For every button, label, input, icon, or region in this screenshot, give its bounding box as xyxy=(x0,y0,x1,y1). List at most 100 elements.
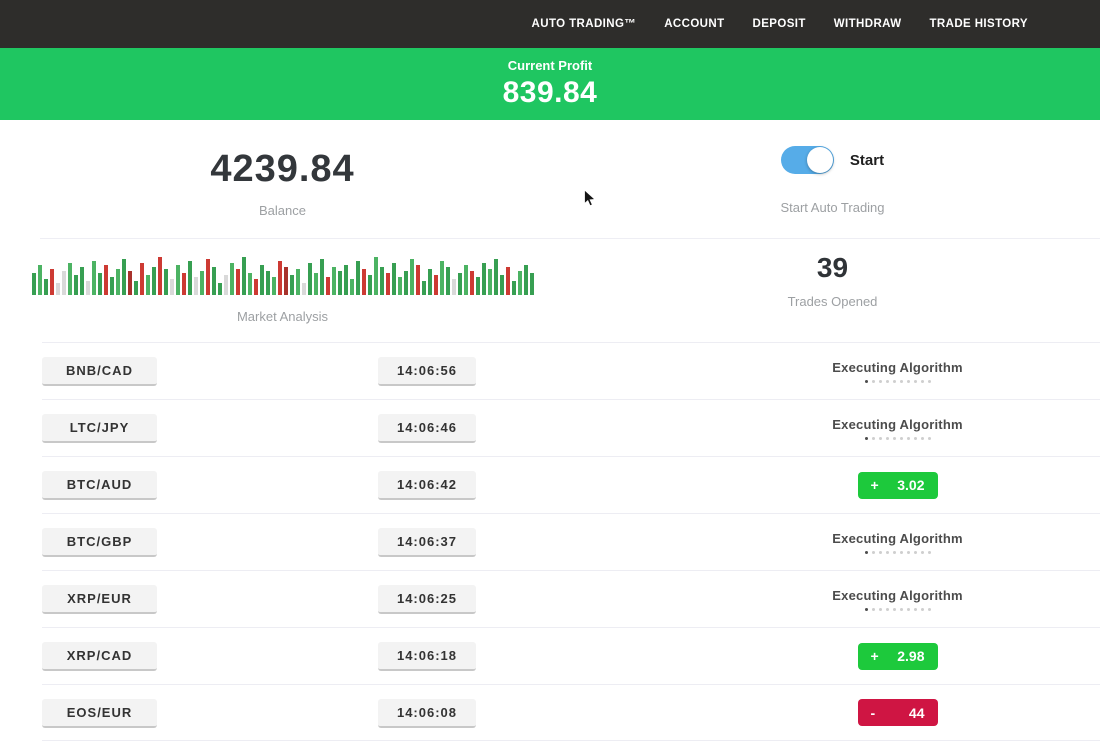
market-bar xyxy=(403,271,408,295)
market-analysis-cell: Market Analysis xyxy=(0,239,565,342)
progress-dot xyxy=(899,550,903,554)
market-bar xyxy=(61,271,66,295)
profit-badge: +3.02 xyxy=(857,471,938,499)
trade-list: BNB/CAD 14:06:56 Executing Algorithm LTC… xyxy=(42,342,1100,741)
loss-badge: - 44 xyxy=(857,699,938,726)
market-bar xyxy=(103,265,108,295)
market-bar xyxy=(163,269,168,295)
auto-trading-toggle[interactable] xyxy=(780,146,834,174)
market-bar xyxy=(193,277,198,295)
nav-auto-trading[interactable]: AUTO TRADING™ xyxy=(531,18,637,30)
pair-chip: LTC/JPY xyxy=(42,414,157,443)
time-chip: 14:06:25 xyxy=(378,585,476,614)
market-bar xyxy=(181,273,186,295)
nav-trade-history[interactable]: TRADE HISTORY xyxy=(929,18,1028,30)
market-bar xyxy=(169,279,174,295)
market-bar xyxy=(517,271,522,295)
trade-status: +3.02 xyxy=(800,457,995,513)
market-bar xyxy=(511,281,516,295)
market-bar xyxy=(355,261,360,295)
nav-account[interactable]: ACCOUNT xyxy=(664,18,725,30)
trades-opened-cell: 39 Trades Opened xyxy=(565,239,1100,342)
market-bar xyxy=(127,271,132,295)
market-bar xyxy=(343,265,348,295)
progress-dot xyxy=(899,379,903,383)
pair-chip: BTC/GBP xyxy=(42,528,157,557)
pair-chip: EOS/EUR xyxy=(42,699,157,728)
progress-dot xyxy=(906,379,910,383)
trade-row: XRP/CAD 14:06:18 +2.98 xyxy=(42,627,1100,684)
market-bar xyxy=(295,269,300,295)
market-bar xyxy=(211,267,216,295)
market-bar xyxy=(253,279,258,295)
market-bar xyxy=(451,279,456,295)
progress-dots xyxy=(864,550,931,554)
start-auto-trading-label: Start Auto Trading xyxy=(780,200,885,215)
trades-opened-value: 39 xyxy=(816,252,849,283)
progress-dot xyxy=(899,607,903,611)
market-bar xyxy=(391,263,396,295)
nav-deposit[interactable]: DEPOSIT xyxy=(752,18,806,30)
progress-dot xyxy=(871,607,875,611)
market-bar xyxy=(457,273,462,295)
market-bar xyxy=(385,273,390,295)
progress-dot xyxy=(920,550,924,554)
market-bar xyxy=(79,267,84,295)
market-bar xyxy=(241,257,246,295)
trade-row: EOS/EUR 14:06:08 - 44 xyxy=(42,684,1100,741)
market-bar xyxy=(481,263,486,295)
trade-status: Executing Algorithm xyxy=(800,343,995,399)
toggle-start-label: Start xyxy=(849,151,885,169)
market-analysis-chart xyxy=(31,255,534,295)
market-bar xyxy=(139,263,144,295)
badge-sign: + xyxy=(870,477,879,493)
market-bar xyxy=(463,265,468,295)
market-bar xyxy=(133,281,138,295)
market-analysis-label: Market Analysis xyxy=(236,309,329,324)
market-bar xyxy=(289,275,294,295)
market-bar xyxy=(271,277,276,295)
executing-algorithm-label: Executing Algorithm xyxy=(832,416,963,432)
progress-dot xyxy=(864,607,868,611)
badge-value: 2.98 xyxy=(897,648,925,664)
progress-dot xyxy=(913,607,917,611)
time-chip: 14:06:46 xyxy=(378,414,476,443)
badge-value: 44 xyxy=(908,704,925,721)
progress-dot xyxy=(885,379,889,383)
progress-dot xyxy=(927,550,931,554)
trade-status: Executing Algorithm xyxy=(800,400,995,456)
top-navbar: AUTO TRADING™ ACCOUNT DEPOSIT WITHDRAW T… xyxy=(0,0,1100,48)
market-bar xyxy=(373,257,378,295)
market-bar xyxy=(259,265,264,295)
market-bar xyxy=(175,265,180,295)
time-chip: 14:06:42 xyxy=(378,471,476,500)
market-bar xyxy=(247,273,252,295)
market-bar xyxy=(349,279,354,295)
badge-sign: + xyxy=(870,648,879,664)
pair-chip: BTC/AUD xyxy=(42,471,157,500)
progress-dot xyxy=(913,379,917,383)
stats-row-top: 4239.84 Balance Start Start Auto Trading xyxy=(0,120,1100,238)
progress-dot xyxy=(864,436,868,440)
progress-dot xyxy=(927,607,931,611)
market-bar xyxy=(43,279,48,295)
progress-dot xyxy=(871,550,875,554)
progress-dot xyxy=(892,550,896,554)
progress-dot xyxy=(878,379,882,383)
market-bar xyxy=(67,263,72,295)
market-bar xyxy=(325,277,330,295)
trades-opened-label: Trades Opened xyxy=(787,294,878,309)
market-bar xyxy=(361,269,366,295)
balance-cell: 4239.84 Balance xyxy=(0,120,565,238)
market-bar xyxy=(199,271,204,295)
progress-dot xyxy=(920,607,924,611)
market-bar xyxy=(145,275,150,295)
time-chip: 14:06:37 xyxy=(378,528,476,557)
progress-dot xyxy=(878,436,882,440)
nav-withdraw[interactable]: WITHDRAW xyxy=(833,18,902,30)
market-bar xyxy=(277,261,282,295)
market-bar xyxy=(235,269,240,295)
progress-dot xyxy=(885,436,889,440)
balance-value: 4239.84 xyxy=(210,148,355,190)
market-bar xyxy=(499,275,504,295)
